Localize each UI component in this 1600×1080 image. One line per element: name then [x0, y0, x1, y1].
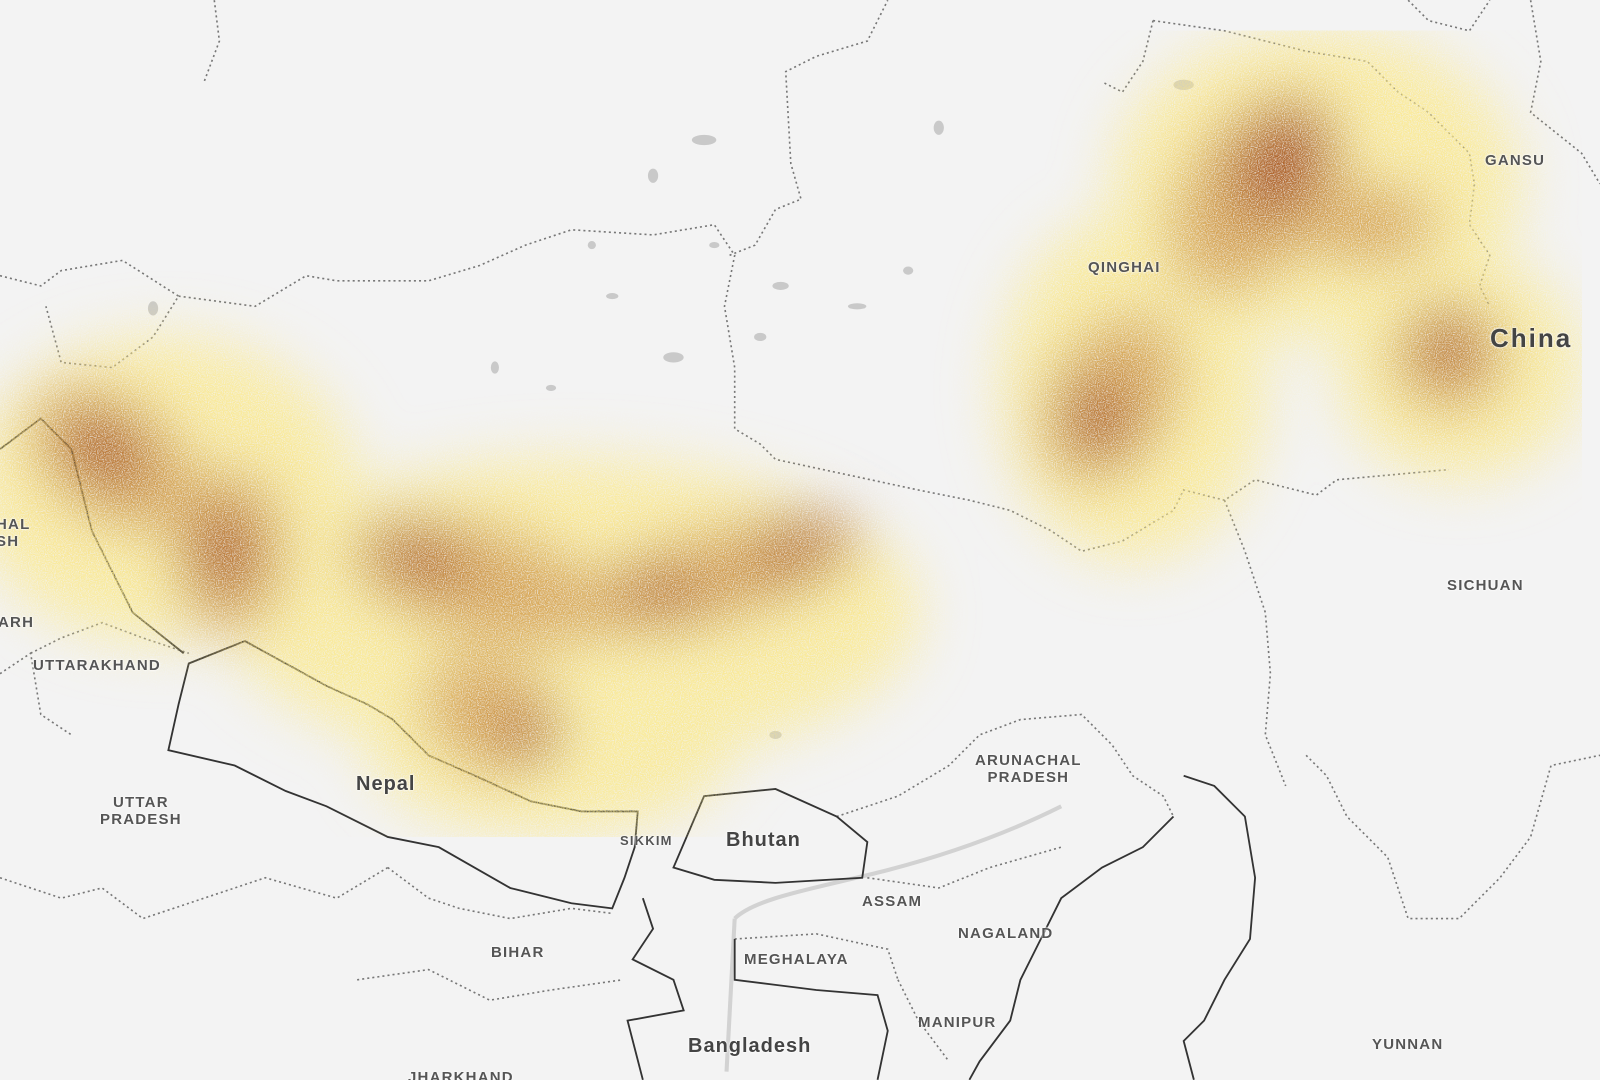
label-nagaland: NAGALAND	[958, 925, 1054, 942]
label-jharkhand: JHARKHAND	[408, 1069, 514, 1080]
label-manipur: MANIPUR	[918, 1014, 997, 1031]
label-himachal-pradesh: HAL SH	[0, 516, 31, 550]
density-heatmap	[0, 30, 1582, 837]
label-china: China	[1490, 323, 1573, 353]
label-qinghai: QINGHAI	[1088, 259, 1161, 276]
label-sikkim: SIKKIM	[620, 833, 673, 848]
label-uttar-pradesh: UTTAR PRADESH	[100, 794, 182, 828]
label-assam: ASSAM	[862, 893, 923, 910]
label-haryana: ARH	[0, 614, 35, 631]
label-meghalaya: MEGHALAYA	[744, 951, 849, 968]
label-sichuan: SICHUAN	[1447, 577, 1524, 594]
label-gansu: GANSU	[1485, 152, 1546, 169]
label-bhutan: Bhutan	[726, 829, 801, 851]
bhutan-border	[672, 788, 869, 884]
bangladesh-border	[626, 897, 889, 1080]
label-yunnan: YUNNAN	[1372, 1036, 1444, 1053]
label-bihar: BIHAR	[491, 944, 545, 961]
label-nepal: Nepal	[356, 773, 416, 795]
label-arunachal-pradesh: ARUNACHAL PRADESH	[975, 752, 1082, 786]
rivers	[724, 804, 1063, 1072]
label-bangladesh: Bangladesh	[688, 1035, 812, 1057]
myanmar-border	[968, 774, 1257, 1080]
label-uttarakhand: UTTARAKHAND	[33, 657, 161, 674]
